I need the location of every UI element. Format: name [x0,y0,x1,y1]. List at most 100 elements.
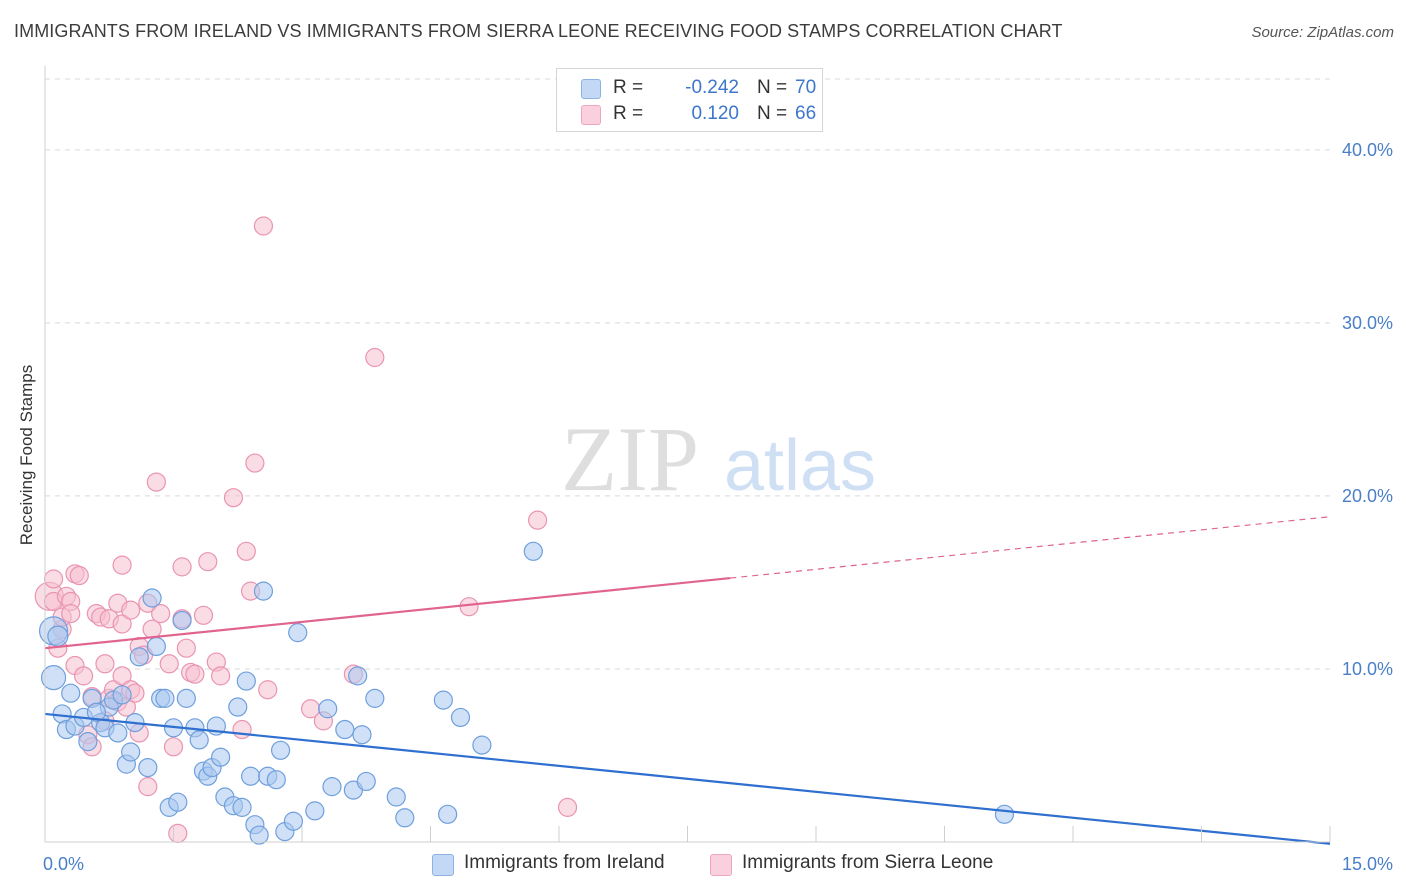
ireland-point [189,730,209,750]
n-value: 70 [795,77,817,98]
points-layer [34,216,1015,845]
ireland-point [78,732,98,752]
ireland-point [318,699,338,719]
ireland-point [523,541,543,561]
source-label: Source: ZipAtlas.com [1251,24,1394,41]
sierra-leone-point [176,638,196,658]
sierra-leone-point [61,603,81,624]
sierra-leone-point [163,737,184,757]
ireland-point [249,825,269,845]
ireland-point [142,588,162,608]
ireland-point [386,787,406,807]
ireland-point [266,770,286,790]
ireland-point [433,690,453,710]
ireland-point [168,792,188,812]
sierra-leone-point [223,488,244,508]
sierra-leone-point [198,552,218,572]
ireland-point [270,740,291,760]
sierra-leone-point [557,797,578,817]
ireland-point [472,735,492,755]
sierra-leone-point [159,654,179,674]
ireland-point [356,771,376,792]
ireland-point [241,766,261,786]
ireland-point [108,723,128,743]
sierra-leone-point [211,666,231,686]
chart-title: IMMIGRANTS FROM IRELAND VS IMMIGRANTS FR… [14,21,1063,41]
watermark-zip: ZIP [561,408,699,510]
sierra-leone-swatch [581,105,601,125]
sierra-leone-point [193,605,214,625]
ireland-point [146,636,166,657]
sierra-leone-point [172,557,192,577]
sierra-leone-point [185,664,205,684]
ireland-point [283,811,304,831]
sierra-leone-point [236,541,256,561]
sierra-leone-trendline-dashed [730,516,1331,579]
ireland-legend-swatch [432,854,454,876]
r-value: 0.120 [691,103,739,124]
sierra-leone-point [459,597,479,617]
ireland-point [236,671,256,691]
ireland-point [232,797,252,817]
sierra-leone-point [258,680,278,700]
ireland-point [348,666,368,686]
y-tick-label: 20.0% [1342,486,1393,506]
grid-layer [45,78,1330,670]
ireland-legend-label: Immigrants from Ireland [464,852,665,873]
y-tick-label: 30.0% [1342,313,1393,333]
ireland-point [288,623,308,643]
sierra-leone-point [112,614,132,634]
sierra-leone-point [168,823,188,843]
ireland-point [335,719,355,740]
ireland-point [322,777,342,797]
stats-legend: R = -0.242 N = 70 R = 0.120 N = 66 [556,68,823,132]
ireland-point [228,697,248,717]
y-axis-label: Receiving Food Stamps [17,365,36,545]
ireland-point [450,707,471,728]
ireland-trendline [44,712,1331,845]
ireland-point [61,683,81,703]
ireland-swatch [581,79,601,99]
ireland-point [172,610,192,631]
ireland-point [138,757,158,778]
sierra-leone-point [121,600,141,620]
x-tick-label: 0.0% [43,854,84,874]
ireland-point [253,581,274,601]
n-label: N = [757,77,788,98]
r-label: R = [613,77,644,98]
x-tick-label: 15.0% [1342,854,1393,874]
sierra-leone-point [527,510,548,530]
ireland-point [176,688,196,708]
sierra-leone-point [151,603,171,624]
ireland-point [994,804,1015,824]
ireland-point [47,625,69,647]
ireland-point [395,808,415,828]
n-label: N = [757,103,788,124]
sierra-leone-point [232,719,252,740]
sierra-leone-point [95,654,115,674]
ireland-point [129,647,149,667]
sierra-leone-point [43,569,64,589]
r-value: -0.242 [685,77,739,98]
sierra-leone-point [365,347,385,368]
y-tick-label: 40.0% [1342,140,1393,160]
n-value: 66 [795,103,817,124]
sierra-leone-point [73,666,94,686]
ireland-point [352,725,372,745]
ireland-point [305,801,325,821]
ireland-point [438,804,458,824]
sierra-leone-point [112,666,132,686]
ireland-point [211,747,231,767]
sierra-leone-point [138,777,158,797]
watermark-atlas: atlas [724,426,876,506]
sierra-leone-legend-swatch [710,854,732,876]
ireland-point [112,685,132,705]
ireland-point [86,702,107,722]
sierra-leone-point [253,216,274,236]
r-label: R = [613,103,644,124]
sierra-leone-point [112,555,132,575]
sierra-leone-point [245,453,265,473]
y-tick-label: 10.0% [1342,659,1393,679]
ireland-point [121,742,141,762]
